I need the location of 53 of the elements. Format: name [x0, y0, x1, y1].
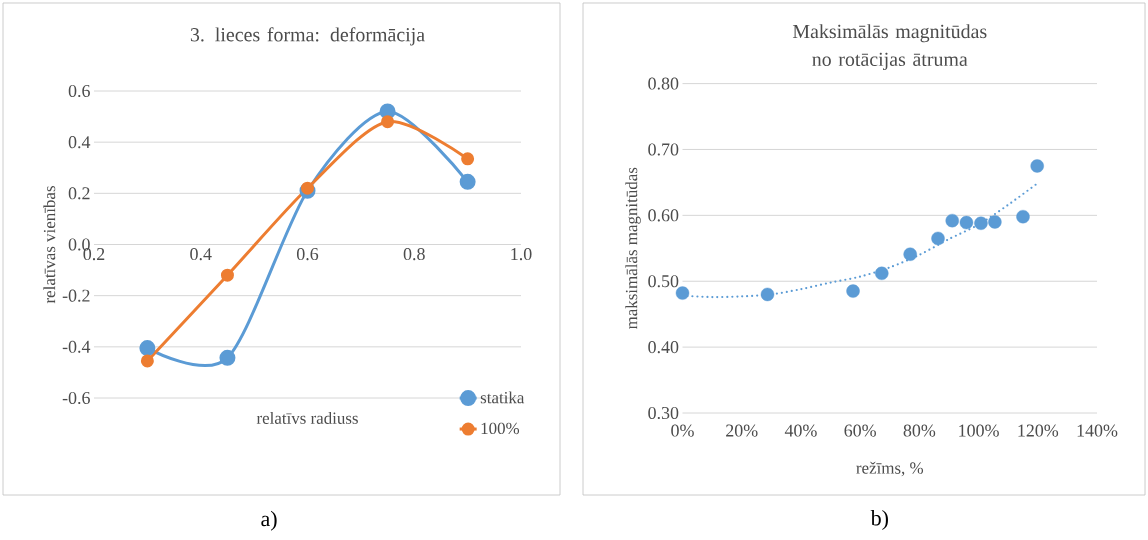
- x-tick-label: 0%: [671, 424, 694, 437]
- x-tick-label: 40%: [784, 424, 817, 437]
- point: [1016, 209, 1030, 224]
- y-tick-label: 0.80: [648, 77, 679, 90]
- y-tick-label: 0.60: [648, 209, 679, 222]
- point: [760, 287, 775, 302]
- point: [675, 286, 690, 300]
- x-axis-title: režīms, %: [856, 461, 924, 477]
- point: [381, 115, 395, 129]
- y-tick-label: 0.2: [68, 187, 90, 200]
- x-axis-title: relatīvs radiuss: [256, 412, 358, 424]
- point: [931, 231, 945, 246]
- point: [219, 349, 236, 366]
- x-tick-label: 0.4: [190, 248, 212, 261]
- y-tick-label: -0.4: [62, 340, 91, 353]
- y-tick-label: 0.6: [68, 84, 90, 98]
- x-tick-label: 0.6: [296, 248, 319, 261]
- y-tick-label: -0.6: [62, 391, 90, 405]
- point: [945, 213, 959, 228]
- y-axis-title: relatīvas vienības: [43, 186, 56, 304]
- x-tick-label: 80%: [903, 424, 936, 437]
- x-tick-label: 1.0: [511, 248, 532, 261]
- point: [301, 181, 314, 195]
- x-tick-label: 100%: [959, 424, 999, 437]
- text: b): [870, 510, 888, 530]
- point: [139, 340, 156, 357]
- text: a): [261, 510, 277, 531]
- x-tick-label: 20%: [726, 424, 758, 437]
- point: [220, 268, 234, 282]
- y-tick-label: 0.30: [648, 406, 679, 420]
- point: [988, 215, 1002, 229]
- point: [903, 247, 917, 261]
- point: [974, 216, 988, 230]
- point: [140, 354, 154, 368]
- y-tick-label: 0.70: [648, 143, 679, 156]
- legend-label: statika: [480, 391, 525, 404]
- chart-title: 3. lieces forma: deformācija: [190, 27, 425, 46]
- y-tick-label: -0.2: [62, 289, 90, 302]
- point: [875, 266, 889, 281]
- x-tick-label: 120%: [1018, 424, 1059, 437]
- chart-title: Maksimālās magnitūdas no rotācijas ātruma: [792, 24, 987, 71]
- y-tick-label: 0.50: [648, 275, 679, 288]
- x-tick-label: 0.8: [403, 248, 425, 261]
- y-tick-label: 0.4: [68, 136, 91, 149]
- x-tick-label: 140%: [1077, 424, 1118, 437]
- point: [459, 173, 476, 190]
- point: [846, 284, 860, 298]
- point: [959, 215, 974, 230]
- point: [1030, 159, 1044, 173]
- y-tick-label: 0.40: [648, 341, 679, 354]
- point: [461, 152, 475, 166]
- x-tick-label: 60%: [844, 424, 876, 437]
- y-axis-title: maksimālās magnitūdas: [625, 167, 641, 330]
